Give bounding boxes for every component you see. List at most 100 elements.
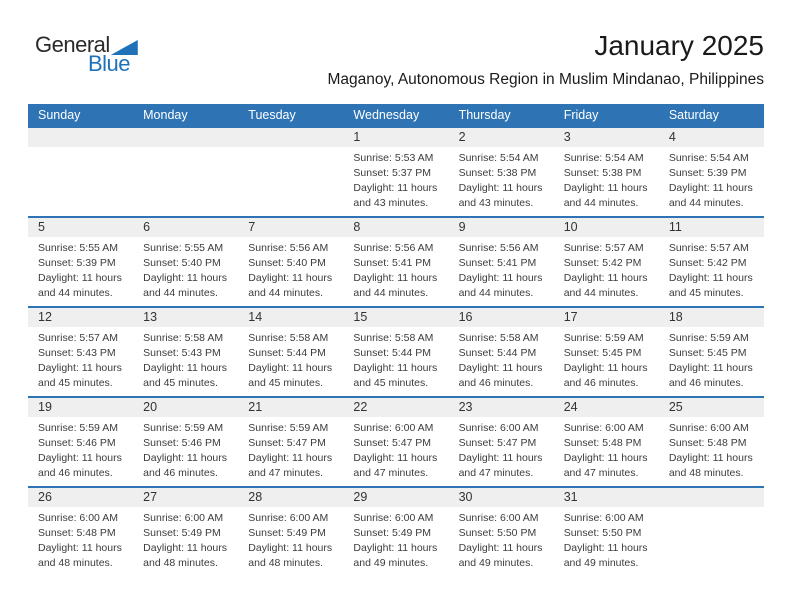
sunrise-text: Sunrise: 5:58 AM — [143, 332, 224, 344]
sunrise-text: Sunrise: 6:00 AM — [668, 422, 749, 434]
day-details: Sunrise: 5:58 AM Sunset: 5:44 PM Daylight:… — [238, 327, 343, 391]
day-cell-15: 15 Sunrise: 5:58 AM Sunset: 5:44 PM Dayligh… — [343, 308, 449, 396]
day-number: 2 — [448, 128, 554, 147]
day-details: Sunrise: 6:00 AM Sunset: 5:48 PM Daylight:… — [28, 507, 133, 571]
day-cell-5: 5 Sunrise: 5:55 AM Sunset: 5:39 PM Daylight… — [28, 218, 134, 306]
day-number: 31 — [553, 488, 659, 507]
sunset-text: Sunset: 5:44 PM — [353, 347, 432, 359]
calendar-table: Sunday Monday Tuesday Wednesday Thursday Frid… — [28, 104, 764, 576]
week-row: 1 Sunrise: 5:53 AM Sunset: 5:37 PM Daylight… — [28, 126, 764, 216]
day-number: 16 — [448, 308, 554, 327]
sunset-text: Sunset: 5:50 PM — [458, 527, 537, 539]
day-details: Sunrise: 5:59 AM Sunset: 5:47 PM Daylight:… — [238, 417, 343, 481]
day-cell-12: 12 Sunrise: 5:57 AM Sunset: 5:43 PM Dayligh… — [28, 308, 134, 396]
day-cell-21: 21 Sunrise: 5:59 AM Sunset: 5:47 PM Dayligh… — [238, 398, 344, 486]
weekday-header-row: Sunday Monday Tuesday Wednesday Thursday Frid… — [28, 104, 764, 126]
daylight-text-line2: and 48 minutes. — [668, 467, 744, 479]
day-cell-30: 30 Sunrise: 6:00 AM Sunset: 5:50 PM Dayligh… — [448, 488, 554, 576]
day-number: 29 — [343, 488, 449, 507]
sunset-text: Sunset: 5:40 PM — [248, 257, 326, 269]
day-number: 7 — [238, 218, 344, 237]
sunrise-text: Sunrise: 5:57 AM — [38, 332, 118, 344]
sunrise-text: Sunrise: 5:55 AM — [38, 242, 118, 254]
day-details: Sunrise: 6:00 AM Sunset: 5:47 PM Daylight:… — [449, 417, 554, 481]
sunset-text: Sunset: 5:37 PM — [353, 167, 432, 179]
sunset-text: Sunset: 5:42 PM — [668, 257, 747, 269]
sunrise-text: Sunrise: 5:56 AM — [458, 242, 539, 254]
calendar-grid: 1 Sunrise: 5:53 AM Sunset: 5:37 PM Daylight… — [28, 126, 764, 576]
day-number: 6 — [133, 218, 239, 237]
day-details: Sunrise: 6:00 AM Sunset: 5:48 PM Daylight:… — [659, 417, 764, 481]
sunrise-text: Sunrise: 5:54 AM — [668, 152, 749, 164]
day-cell-29: 29 Sunrise: 6:00 AM Sunset: 5:49 PM Dayligh… — [343, 488, 449, 576]
day-cell-19: 19 Sunrise: 5:59 AM Sunset: 5:46 PM Dayligh… — [28, 398, 134, 486]
daylight-text-line1: Daylight: 11 hours — [563, 452, 648, 464]
day-details: Sunrise: 5:56 AM Sunset: 5:40 PM Daylight:… — [238, 237, 343, 301]
sunset-text: Sunset: 5:39 PM — [38, 257, 116, 269]
daylight-text-line2: and 47 minutes. — [353, 467, 429, 479]
calendar-page: General Blue January 2025 Maganoy, Auton… — [28, 0, 764, 576]
day-cell-14: 14 Sunrise: 5:58 AM Sunset: 5:44 PM Dayligh… — [238, 308, 344, 396]
sunset-text: Sunset: 5:46 PM — [38, 437, 116, 449]
daylight-text-line1: Daylight: 11 hours — [563, 542, 648, 554]
day-cell-4: 4 Sunrise: 5:54 AM Sunset: 5:39 PM Daylight… — [658, 128, 764, 216]
day-number — [28, 128, 134, 147]
sunset-text: Sunset: 5:43 PM — [143, 347, 221, 359]
sunset-text: Sunset: 5:41 PM — [353, 257, 432, 269]
day-cell-empty — [28, 128, 134, 216]
sunset-text: Sunset: 5:47 PM — [458, 437, 537, 449]
day-number: 24 — [553, 398, 659, 417]
daylight-text-line1: Daylight: 11 hours — [38, 362, 122, 374]
day-cell-7: 7 Sunrise: 5:56 AM Sunset: 5:40 PM Daylight… — [238, 218, 344, 306]
daylight-text-line2: and 45 minutes. — [143, 377, 218, 389]
daylight-text-line1: Daylight: 11 hours — [248, 452, 333, 464]
day-cell-empty — [238, 128, 344, 216]
day-number: 10 — [553, 218, 659, 237]
day-cell-31: 31 Sunrise: 6:00 AM Sunset: 5:50 PM Dayligh… — [553, 488, 659, 576]
day-details: Sunrise: 5:59 AM Sunset: 5:45 PM Daylight:… — [659, 327, 764, 391]
daylight-text-line2: and 46 minutes. — [668, 377, 744, 389]
daylight-text-line1: Daylight: 11 hours — [668, 272, 753, 284]
sunrise-text: Sunrise: 6:00 AM — [563, 422, 644, 434]
sunrise-text: Sunrise: 5:56 AM — [248, 242, 329, 254]
sunrise-text: Sunrise: 5:54 AM — [563, 152, 644, 164]
week-row: 5 Sunrise: 5:55 AM Sunset: 5:39 PM Daylight… — [28, 216, 764, 306]
day-details: Sunrise: 5:59 AM Sunset: 5:45 PM Daylight:… — [554, 327, 659, 391]
daylight-text-line1: Daylight: 11 hours — [143, 362, 227, 374]
sunrise-text: Sunrise: 6:00 AM — [38, 512, 118, 524]
day-cell-16: 16 Sunrise: 5:58 AM Sunset: 5:44 PM Dayligh… — [448, 308, 554, 396]
day-details: Sunrise: 5:54 AM Sunset: 5:38 PM Daylight:… — [449, 147, 554, 211]
daylight-text-line2: and 47 minutes. — [458, 467, 534, 479]
logo-text-blue: Blue — [88, 51, 131, 76]
week-row: 19 Sunrise: 5:59 AM Sunset: 5:46 PM Dayligh… — [28, 396, 764, 486]
daylight-text-line2: and 49 minutes. — [353, 557, 429, 569]
daylight-text-line2: and 45 minutes. — [38, 377, 113, 389]
day-number: 17 — [553, 308, 659, 327]
daylight-text-line2: and 44 minutes. — [458, 287, 534, 299]
day-number: 11 — [658, 218, 764, 237]
sunset-text: Sunset: 5:45 PM — [563, 347, 642, 359]
daylight-text-line1: Daylight: 11 hours — [353, 362, 438, 374]
sunrise-text: Sunrise: 6:00 AM — [458, 422, 539, 434]
day-details: Sunrise: 5:58 AM Sunset: 5:44 PM Daylight:… — [343, 327, 448, 391]
sunrise-text: Sunrise: 6:00 AM — [248, 512, 329, 524]
sunset-text: Sunset: 5:49 PM — [248, 527, 326, 539]
day-cell-8: 8 Sunrise: 5:56 AM Sunset: 5:41 PM Daylight… — [343, 218, 449, 306]
weekday-header-tuesday: Tuesday — [248, 108, 296, 122]
day-number: 13 — [133, 308, 239, 327]
day-number — [133, 128, 239, 147]
daylight-text-line1: Daylight: 11 hours — [38, 542, 122, 554]
daylight-text-line1: Daylight: 11 hours — [38, 272, 122, 284]
daylight-text-line1: Daylight: 11 hours — [563, 362, 648, 374]
day-details: Sunrise: 5:55 AM Sunset: 5:39 PM Daylight:… — [28, 237, 133, 301]
daylight-text-line2: and 45 minutes. — [668, 287, 744, 299]
day-cell-13: 13 Sunrise: 5:58 AM Sunset: 5:43 PM Dayligh… — [133, 308, 239, 396]
day-cell-9: 9 Sunrise: 5:56 AM Sunset: 5:41 PM Daylight… — [448, 218, 554, 306]
day-number: 4 — [658, 128, 764, 147]
day-details: Sunrise: 5:57 AM Sunset: 5:42 PM Daylight:… — [554, 237, 659, 301]
day-cell-10: 10 Sunrise: 5:57 AM Sunset: 5:42 PM Dayligh… — [553, 218, 659, 306]
day-details: Sunrise: 5:58 AM Sunset: 5:44 PM Daylight:… — [449, 327, 554, 391]
day-cell-20: 20 Sunrise: 5:59 AM Sunset: 5:46 PM Dayligh… — [133, 398, 239, 486]
day-details: Sunrise: 5:56 AM Sunset: 5:41 PM Daylight:… — [343, 237, 448, 301]
day-cell-23: 23 Sunrise: 6:00 AM Sunset: 5:47 PM Dayligh… — [448, 398, 554, 486]
